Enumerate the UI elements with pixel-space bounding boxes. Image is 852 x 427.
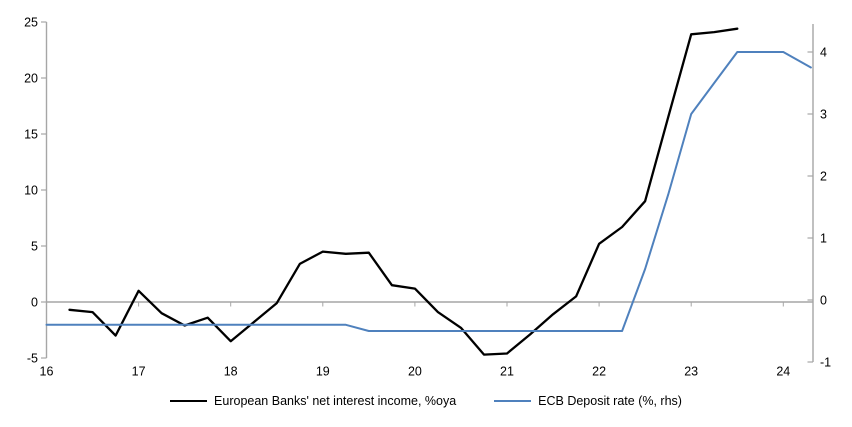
x-tick-label: 24 — [776, 365, 790, 379]
legend-label-ecb-deposit-rate: ECB Deposit rate (%, rhs) — [538, 394, 682, 408]
left-tick-label: -5 — [27, 351, 38, 365]
series-ecb-deposit-rate-line — [45, 51, 812, 332]
y-axis-right: 4 3 2 1 0 -1 — [807, 24, 831, 369]
x-tick-label: 16 — [40, 365, 54, 379]
series-net-interest-income-line — [68, 27, 739, 356]
x-axis: 16 17 18 19 20 21 22 23 24 — [40, 301, 813, 379]
left-tick-label: 10 — [24, 183, 38, 197]
right-tick-label: 4 — [820, 45, 827, 59]
ecb-line-swatch-icon — [494, 400, 532, 402]
left-tick-label: 0 — [31, 295, 38, 309]
x-tick-label: 22 — [592, 365, 606, 379]
x-tick-label: 17 — [132, 365, 146, 379]
left-tick-label: 25 — [24, 15, 38, 29]
left-tick-label: 15 — [24, 127, 38, 141]
x-tick-label: 20 — [408, 365, 422, 379]
left-tick-label: 20 — [24, 71, 38, 85]
legend-item-net-interest-income: European Banks' net interest income, %oy… — [170, 394, 456, 408]
chart-legend: European Banks' net interest income, %oy… — [0, 394, 852, 408]
right-tick-label: 0 — [820, 293, 827, 307]
right-tick-label: 3 — [820, 107, 827, 121]
right-tick-label: 1 — [820, 231, 827, 245]
x-tick-label: 19 — [316, 365, 330, 379]
x-tick-label: 23 — [684, 365, 698, 379]
y-axis-left: 25 20 15 10 5 0 -5 — [24, 15, 48, 365]
x-tick-label: 18 — [224, 365, 238, 379]
right-tick-label: 2 — [820, 169, 827, 183]
legend-item-ecb-deposit-rate: ECB Deposit rate (%, rhs) — [494, 394, 682, 408]
legend-label-net-interest-income: European Banks' net interest income, %oy… — [214, 394, 457, 408]
nii-line-swatch-icon — [170, 400, 208, 402]
left-tick-label: 5 — [31, 239, 38, 253]
right-tick-label: -1 — [820, 355, 831, 369]
x-tick-label: 21 — [500, 365, 514, 379]
